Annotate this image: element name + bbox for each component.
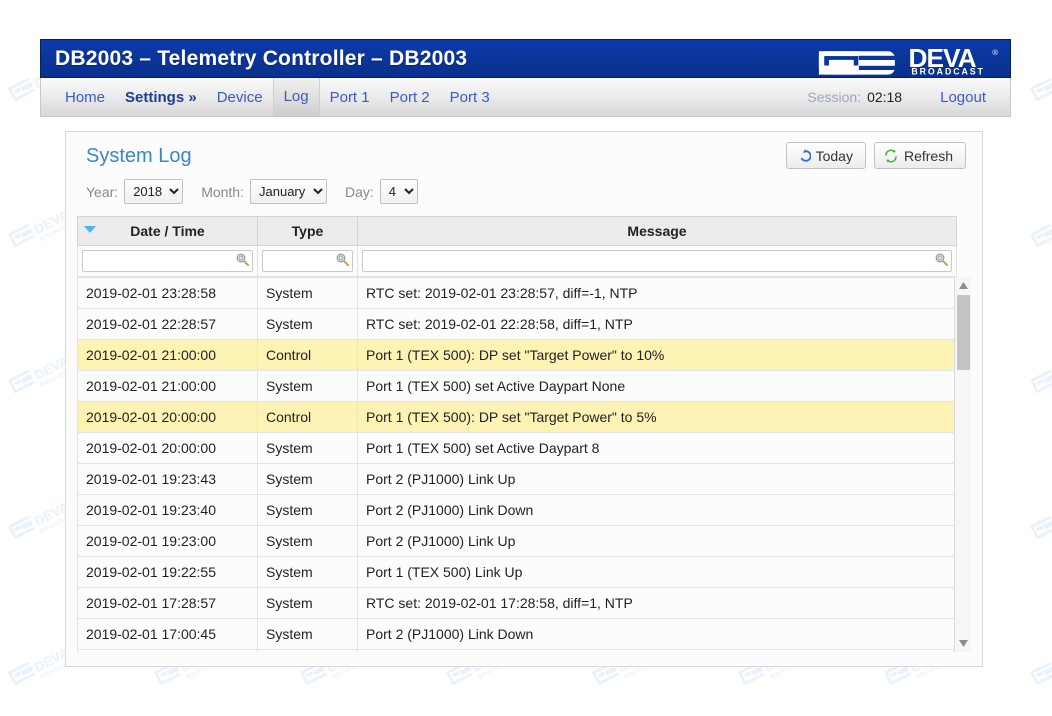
svg-text:®: ® bbox=[992, 48, 998, 57]
svg-text:BROADCAST: BROADCAST bbox=[911, 66, 984, 75]
